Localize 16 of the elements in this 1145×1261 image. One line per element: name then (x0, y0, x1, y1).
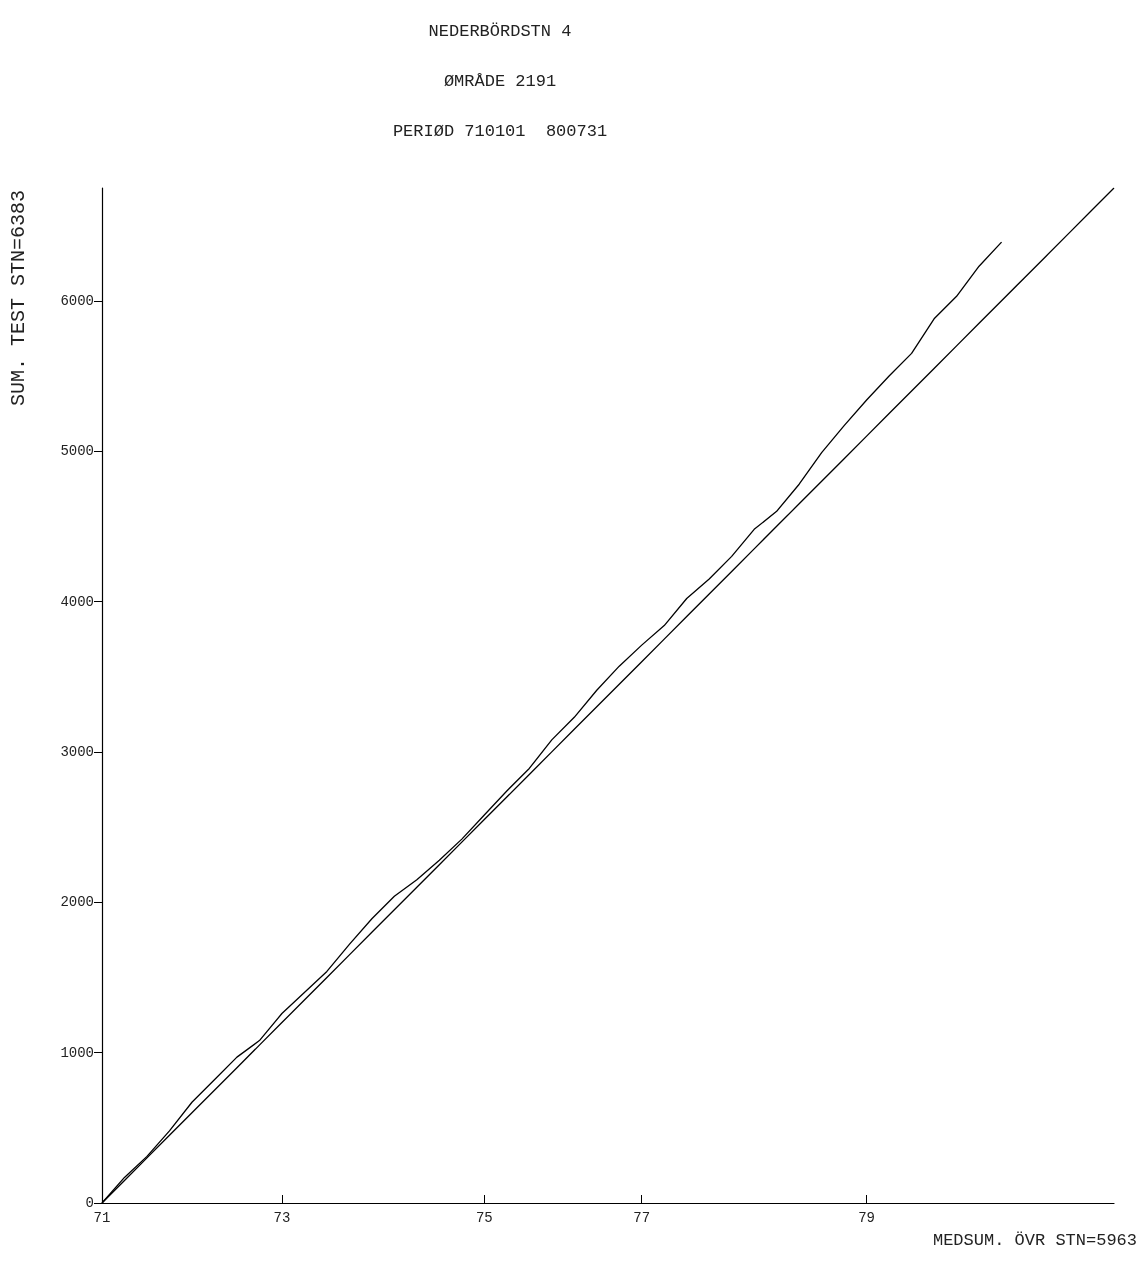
y-tick-label: 5000 (60, 443, 94, 460)
text: ØMRÅDE 2191 PERIØD 710101 800731 (392, 72, 608, 141)
x-tick-label: 77 (633, 1210, 651, 1226)
x-tick-label: 75 (475, 1210, 493, 1226)
chart-title: NEDERBÖRDSTN 4 (428, 22, 572, 41)
x-tick-label: 73 (273, 1210, 291, 1226)
y-tick-label: 3000 (60, 743, 94, 760)
y-tick-label: 0 (85, 1195, 94, 1211)
y-tick-label: 4000 (60, 593, 94, 610)
y-tick-label: 2000 (60, 894, 94, 911)
x-tick-label: 79 (858, 1210, 876, 1226)
y-axis-title: SUM. TEST STN=6383 (6, 189, 30, 407)
y-tick-label: 6000 (60, 292, 94, 309)
y-tick-label: 1000 (60, 1044, 94, 1061)
x-tick-label: 71 (93, 1210, 111, 1226)
x-axis-title: MEDSUM. ÖVR STN=5963 (932, 1231, 1138, 1250)
